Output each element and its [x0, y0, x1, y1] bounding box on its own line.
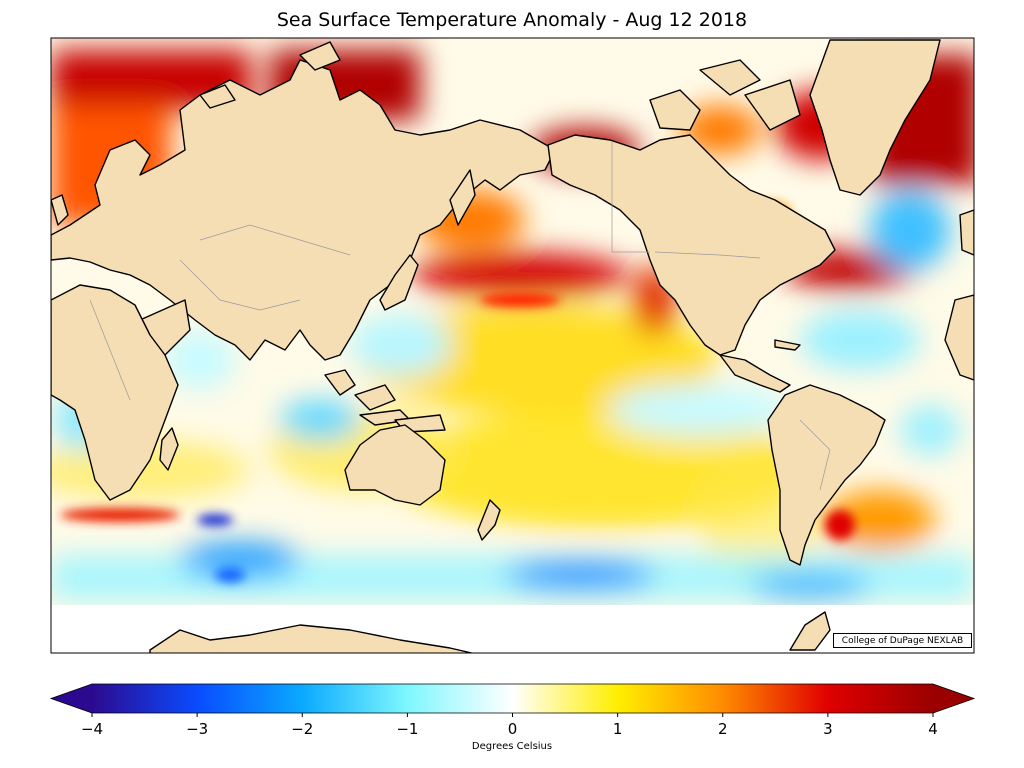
land-antarctica: [149, 624, 475, 653]
colorbar-tick-label: −2: [291, 720, 313, 738]
colorbar-tick-label: 3: [823, 720, 833, 738]
colorbar-tick-label: 2: [718, 720, 728, 738]
land-north-america: [547, 134, 836, 356]
land-masses: [51, 39, 974, 653]
colorbar-gradient: [92, 684, 933, 713]
colorbar-tick-label: 1: [613, 720, 623, 738]
credit-label: College of DuPage NEXLAB: [833, 633, 972, 648]
colorbar-tick-label: −4: [81, 720, 103, 738]
colorbar-max-extend: [933, 684, 974, 713]
colorbar-tick-label: −3: [186, 720, 208, 738]
land-africa: [51, 284, 179, 501]
colorbar-tick-label: 4: [928, 720, 938, 738]
colorbar-min-extend: [51, 684, 92, 713]
land-greenland: [809, 39, 941, 196]
map-frame: [50, 37, 975, 654]
land-south-america: [767, 384, 886, 566]
sst-anomaly-map[interactable]: [0, 0, 1024, 660]
political-borders: [89, 142, 831, 491]
colorbar-tick-label: 0: [508, 720, 518, 738]
colorbar-tick-label: −1: [396, 720, 418, 738]
land-eurasia: [51, 59, 556, 361]
land-australia: [344, 424, 446, 506]
map-title: Sea Surface Temperature Anomaly - Aug 12…: [276, 9, 748, 31]
colorbar-label: Degrees Celsius: [471, 741, 553, 752]
